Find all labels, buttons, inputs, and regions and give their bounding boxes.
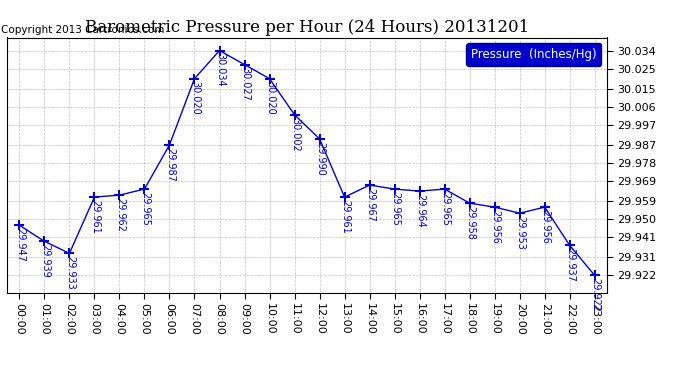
Text: 29.962: 29.962 [115, 198, 125, 232]
Text: 29.939: 29.939 [40, 244, 50, 278]
Text: 29.956: 29.956 [490, 210, 500, 244]
Text: 29.965: 29.965 [140, 192, 150, 226]
Text: 29.965: 29.965 [390, 192, 400, 226]
Text: 29.967: 29.967 [365, 188, 375, 222]
Text: Copyright 2013 Cartronics.com: Copyright 2013 Cartronics.com [1, 25, 164, 35]
Text: 29.965: 29.965 [440, 192, 450, 226]
Text: 29.958: 29.958 [465, 206, 475, 240]
Text: 29.947: 29.947 [15, 228, 25, 262]
Legend: Pressure  (Inches/Hg): Pressure (Inches/Hg) [466, 44, 601, 66]
Text: 29.964: 29.964 [415, 194, 425, 228]
Text: 29.937: 29.937 [565, 248, 575, 282]
Text: 30.020: 30.020 [190, 81, 200, 115]
Text: 29.961: 29.961 [340, 200, 350, 234]
Text: 30.034: 30.034 [215, 53, 225, 87]
Text: 30.020: 30.020 [265, 81, 275, 115]
Text: 30.027: 30.027 [240, 68, 250, 101]
Text: 30.002: 30.002 [290, 118, 300, 152]
Text: 29.922: 29.922 [590, 278, 600, 312]
Title: Barometric Pressure per Hour (24 Hours) 20131201: Barometric Pressure per Hour (24 Hours) … [85, 19, 529, 36]
Text: 29.961: 29.961 [90, 200, 100, 234]
Text: 29.987: 29.987 [165, 148, 175, 182]
Text: 29.956: 29.956 [540, 210, 550, 244]
Text: 29.953: 29.953 [515, 216, 525, 250]
Text: 29.990: 29.990 [315, 142, 325, 176]
Text: 29.933: 29.933 [65, 256, 75, 290]
